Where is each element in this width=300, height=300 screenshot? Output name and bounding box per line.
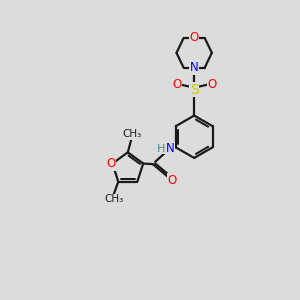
Text: O: O <box>190 31 199 44</box>
Text: CH₃: CH₃ <box>104 194 124 204</box>
Text: CH₃: CH₃ <box>122 129 142 139</box>
Text: O: O <box>172 78 181 91</box>
Text: H: H <box>157 143 165 154</box>
Text: S: S <box>190 82 199 97</box>
Text: N: N <box>190 61 199 74</box>
Text: N: N <box>166 142 174 155</box>
Text: O: O <box>207 78 217 91</box>
Text: O: O <box>168 173 177 187</box>
Text: O: O <box>106 157 115 170</box>
